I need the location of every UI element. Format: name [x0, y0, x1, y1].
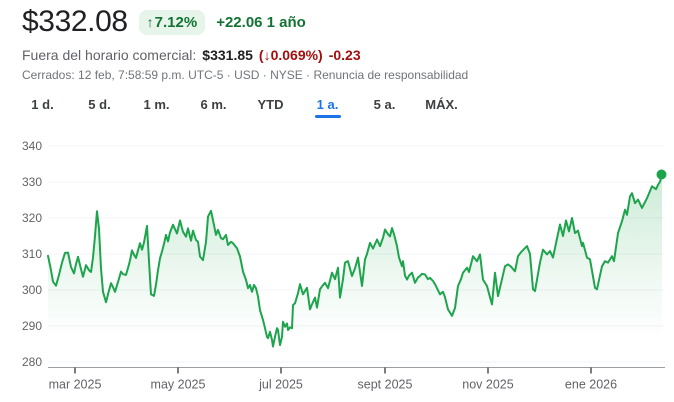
tab-5y[interactable]: 5 a. [373, 97, 396, 112]
percent-change-badge: ↑ 7.12% [138, 9, 206, 35]
y-axis-tick-label: 310 [22, 247, 42, 261]
market-status-text: Cerrados: 12 feb, 7:58:59 p.m. UTC-5 · U… [22, 68, 311, 82]
stock-header: $332.08 ↑ 7.12% +22.06 1 año Fuera del h… [22, 4, 468, 83]
absolute-change-text: +22.06 1 año [216, 13, 306, 31]
current-price: $332.08 [22, 5, 128, 38]
x-axis-tick-label: nov 2025 [462, 378, 513, 392]
chart-price-line [47, 173, 663, 348]
x-axis-tick-label: mar 2025 [49, 378, 102, 392]
after-hours-label: Fuera del horario comercial: [22, 47, 197, 63]
x-axis-tick-label: sept 2025 [358, 378, 413, 392]
tab-1d[interactable]: 1 d. [31, 97, 54, 112]
y-axis-tick-label: 280 [22, 355, 42, 369]
disclaimer-link[interactable]: Renuncia de responsabilidad [313, 68, 469, 82]
y-axis-tick-label: 330 [22, 175, 42, 189]
tab-1m[interactable]: 1 m. [143, 97, 170, 112]
tab-5d[interactable]: 5 d. [88, 97, 111, 112]
after-hours-row: Fuera del horario comercial: $331.85 (↓0… [22, 46, 468, 64]
after-hours-change: -0.23 [328, 47, 361, 63]
chart-end-dot [656, 169, 667, 180]
tab-1y[interactable]: 1 a. [299, 92, 356, 119]
x-axis-tick-label: jul 2025 [258, 378, 303, 392]
price-chart-svg[interactable]: 340 330 320 310 300 290 280 mar 2025 may 2025 jul… [0, 130, 674, 402]
after-hours-price: $331.85 [202, 47, 253, 63]
y-axis-tick-label: 300 [22, 283, 42, 297]
tab-ytd[interactable]: YTD [257, 97, 284, 112]
y-axis-tick-label: 290 [22, 319, 42, 333]
x-axis-tick-label: may 2025 [151, 378, 206, 392]
price-chart[interactable]: 340 330 320 310 300 290 280 mar 2025 may 2025 jul… [0, 130, 674, 402]
arrow-up-icon: ↑ [146, 13, 154, 30]
x-axis-tick-label: ene 2026 [565, 378, 617, 392]
percent-change-value: 7.12% [154, 13, 198, 31]
y-axis-tick-label: 320 [22, 211, 42, 225]
time-range-tabs: 1 d. 5 d. 1 m. 6 m. YTD 1 a. 5 a. MÁX. [14, 92, 470, 119]
market-status-row: Cerrados: 12 feb, 7:58:59 p.m. UTC-5 · U… [22, 68, 468, 83]
tab-max[interactable]: MÁX. [425, 97, 458, 112]
y-axis-tick-label: 340 [22, 139, 42, 153]
price-row: $332.08 ↑ 7.12% +22.06 1 año [22, 4, 468, 40]
after-hours-percent: (↓0.069%) [258, 47, 323, 63]
tab-6m[interactable]: 6 m. [200, 97, 227, 112]
